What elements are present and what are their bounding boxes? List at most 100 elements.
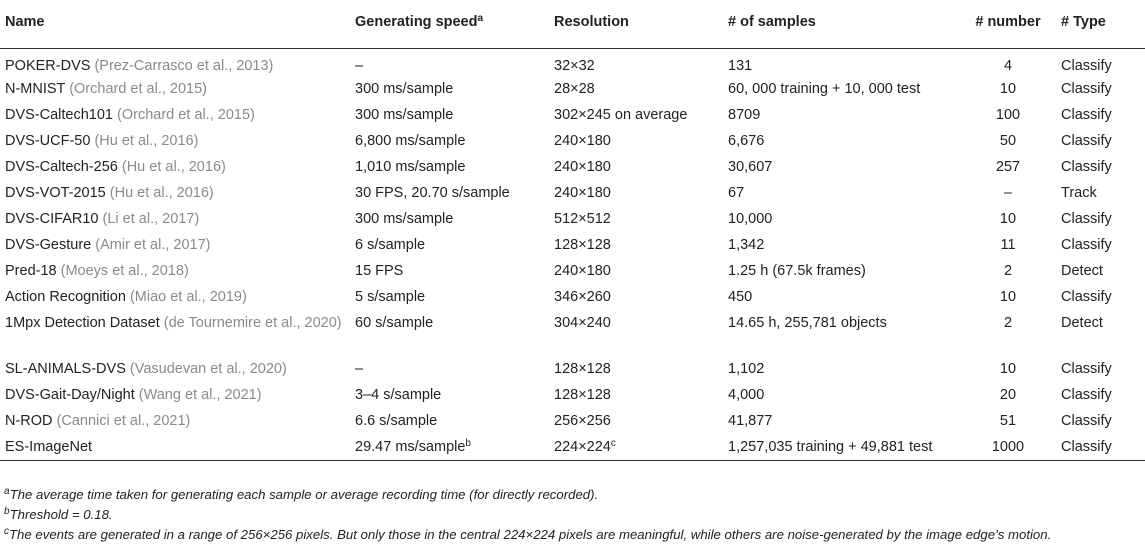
cell-speed: 60 s/sample <box>350 310 549 356</box>
header-speed-label: Generating speed <box>355 14 478 30</box>
class-number: 10 <box>999 210 1017 227</box>
dataset-name: DVS-UCF-50 <box>5 132 91 149</box>
footnote-a-mark: a <box>4 486 10 497</box>
sample-count: 450 <box>728 288 753 305</box>
citation: (Orchard et al., 2015) <box>69 80 208 97</box>
resolution: 128×128 <box>554 236 611 253</box>
cell-resolution: 128×128 <box>549 382 723 408</box>
sample-count: 14.65 h, 255,781 objects <box>728 314 887 331</box>
cell-number: 10 <box>955 356 1056 382</box>
sample-count: 67 <box>728 184 745 201</box>
generating-speed: 5 s/sample <box>355 288 426 305</box>
cell-resolution: 224×224c <box>549 433 723 461</box>
cell-name: N-MNIST (Orchard et al., 2015) <box>0 76 350 102</box>
sample-count: 60, 000 training + 10, 000 test <box>728 80 921 97</box>
citation: (Cannici et al., 2021) <box>56 412 191 429</box>
cell-number: 257 <box>955 154 1056 180</box>
cell-number: 51 <box>955 408 1056 434</box>
cell-name: N-ROD (Cannici et al., 2021) <box>0 408 350 434</box>
class-number: 11 <box>1000 236 1016 253</box>
generating-speed: 300 ms/sample <box>355 210 454 227</box>
dataset-name: ES-ImageNet <box>5 438 93 455</box>
class-number: 2 <box>1003 314 1013 331</box>
cell-name: DVS-CIFAR10 (Li et al., 2017) <box>0 206 350 232</box>
table-row: N-ROD (Cannici et al., 2021) 6.6 s/sample… <box>0 408 1145 434</box>
cell-name: DVS-Caltech101 (Orchard et al., 2015) <box>0 102 350 128</box>
cell-samples: 67 <box>723 180 955 206</box>
cell-number: 2 <box>955 310 1056 356</box>
cell-samples: 6,676 <box>723 128 955 154</box>
cell-number: 2 <box>955 258 1056 284</box>
cell-name: DVS-Caltech-256 (Hu et al., 2016) <box>0 154 350 180</box>
table-row: DVS-Caltech-256 (Hu et al., 2016) 1,010 m… <box>0 154 1145 180</box>
cell-resolution: 512×512 <box>549 206 723 232</box>
cell-speed: 30 FPS, 20.70 s/sample <box>350 180 549 206</box>
cell-resolution: 240×180 <box>549 180 723 206</box>
footnote-b: bThreshold = 0.18. <box>4 505 1144 525</box>
task-type: Classify <box>1061 438 1112 455</box>
cell-resolution: 240×180 <box>549 258 723 284</box>
cell-resolution: 128×128 <box>549 356 723 382</box>
cell-speed: 6 s/sample <box>350 232 549 258</box>
resolution: 128×128 <box>554 360 611 377</box>
header-type: # Type <box>1056 0 1145 49</box>
cell-speed: 300 ms/sample <box>350 206 549 232</box>
cell-resolution: 304×240 <box>549 310 723 356</box>
task-type: Classify <box>1061 210 1112 227</box>
cell-speed: 5 s/sample <box>350 284 549 310</box>
task-type: Classify <box>1061 106 1112 123</box>
cell-speed: 6.6 s/sample <box>350 408 549 434</box>
citation: (Hu et al., 2016) <box>121 158 226 175</box>
cell-number: 10 <box>955 206 1056 232</box>
cell-type: Detect <box>1056 258 1145 284</box>
cell-samples: 30,607 <box>723 154 955 180</box>
generating-speed: 3–4 s/sample <box>355 386 442 403</box>
generating-speed: – <box>355 57 364 74</box>
dataset-name: DVS-Caltech-256 <box>5 158 118 175</box>
sample-count: 4,000 <box>728 386 765 403</box>
cell-name: Action Recognition (Miao et al., 2019) <box>0 284 350 310</box>
table-row: Pred-18 (Moeys et al., 2018) 15 FPS 240×18… <box>0 258 1145 284</box>
table-row: Action Recognition (Miao et al., 2019) 5 … <box>0 284 1145 310</box>
sample-count: 1,102 <box>728 360 765 377</box>
resolution: 240×180 <box>554 262 611 279</box>
cell-speed: 6,800 ms/sample <box>350 128 549 154</box>
task-type: Classify <box>1061 80 1112 97</box>
cell-type: Classify <box>1056 433 1145 461</box>
cell-name: SL-ANIMALS-DVS (Vasudevan et al., 2020) <box>0 356 350 382</box>
cell-type: Classify <box>1056 48 1145 76</box>
footnotes: aThe average time taken for generating e… <box>4 485 1144 545</box>
table-row: 1Mpx Detection Dataset (de Tournemire et… <box>0 310 1145 356</box>
dataset-name: DVS-Gait-Day/Night <box>5 386 135 403</box>
cell-name: ES-ImageNet <box>0 433 350 461</box>
class-number: 20 <box>999 386 1017 403</box>
sample-count: 10,000 <box>728 210 773 227</box>
generating-speed: 15 FPS <box>355 262 404 279</box>
class-number: – <box>1003 184 1013 201</box>
header-number: # number <box>955 0 1056 49</box>
cell-number: – <box>955 180 1056 206</box>
generating-speed: 6.6 s/sample <box>355 412 438 429</box>
cell-type: Classify <box>1056 382 1145 408</box>
cell-samples: 1,257,035 training + 49,881 test <box>723 433 955 461</box>
cell-type: Classify <box>1056 232 1145 258</box>
class-number: 50 <box>999 132 1017 149</box>
cell-samples: 1.25 h (67.5k frames) <box>723 258 955 284</box>
cell-type: Classify <box>1056 76 1145 102</box>
task-type: Detect <box>1061 262 1103 279</box>
header-name: Name <box>0 0 350 49</box>
header-row: Name Generating speeda Resolution # of s… <box>0 0 1145 49</box>
cell-name: DVS-UCF-50 (Hu et al., 2016) <box>0 128 350 154</box>
cell-samples: 131 <box>723 48 955 76</box>
footnote-b-mark: b <box>4 506 10 517</box>
generating-speed: 1,010 ms/sample <box>355 158 466 175</box>
cell-number: 50 <box>955 128 1056 154</box>
cell-number: 4 <box>955 48 1056 76</box>
citation: (Wang et al., 2021) <box>138 386 262 403</box>
table-row: DVS-Caltech101 (Orchard et al., 2015) 300… <box>0 102 1145 128</box>
citation: (de Tournemire et al., 2020) <box>163 314 342 331</box>
cell-samples: 41,877 <box>723 408 955 434</box>
footnote-c-text: The events are generated in a range of 2… <box>9 527 1052 542</box>
task-type: Classify <box>1061 412 1112 429</box>
resolution: 512×512 <box>554 210 611 227</box>
